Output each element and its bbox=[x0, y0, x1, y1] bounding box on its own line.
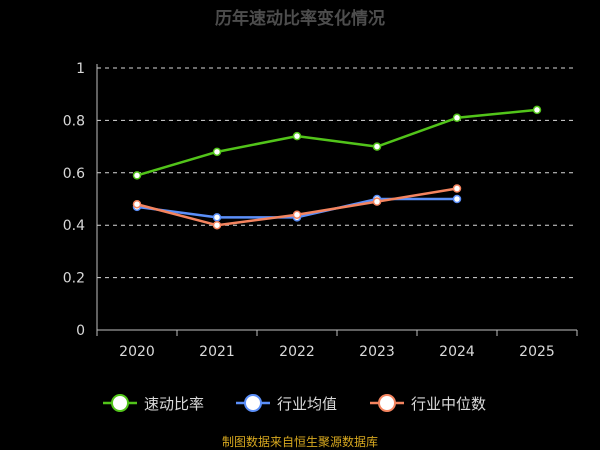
series-line bbox=[136, 108, 538, 177]
data-point[interactable] bbox=[372, 197, 382, 206]
series-3 bbox=[132, 184, 462, 230]
legend-label: 行业均值 bbox=[277, 395, 337, 413]
data-point[interactable] bbox=[532, 105, 542, 115]
data-point[interactable] bbox=[452, 194, 462, 204]
y-tick-label: 0.6 bbox=[63, 166, 85, 182]
y-tick-label: 1 bbox=[76, 61, 85, 77]
grid-lines bbox=[97, 67, 577, 279]
y-tick-label: 0.4 bbox=[63, 218, 85, 234]
x-tick-label: 2024 bbox=[439, 344, 475, 360]
source-note: 制图数据来自恒生聚源数据库 bbox=[222, 434, 378, 449]
y-tick-label: 0.8 bbox=[63, 113, 85, 129]
chart-title: 历年速动比率变化情况 bbox=[215, 8, 385, 29]
data-point[interactable] bbox=[452, 184, 462, 193]
data-point[interactable] bbox=[212, 213, 222, 222]
legend[interactable]: 速动比率 行业均值 行业中位数 bbox=[103, 394, 486, 413]
data-point[interactable] bbox=[292, 131, 302, 141]
y-tick-label: 0 bbox=[76, 323, 85, 339]
data-point[interactable] bbox=[452, 113, 462, 123]
legend-item[interactable]: 行业均值 bbox=[236, 394, 337, 413]
legend-marker bbox=[378, 394, 396, 412]
legend-marker bbox=[111, 394, 129, 412]
data-point[interactable] bbox=[212, 220, 222, 230]
x-tick-label: 2023 bbox=[359, 344, 395, 360]
data-point[interactable] bbox=[372, 142, 382, 151]
legend-label: 行业中位数 bbox=[411, 395, 486, 413]
data-point[interactable] bbox=[132, 199, 142, 209]
axes: 0 0.2 0.4 0.6 0.8 1 2020 2021 2022 2023 2024 2025 bbox=[63, 61, 578, 360]
x-tick-label: 2025 bbox=[519, 344, 555, 360]
legend-item[interactable]: 速动比率 bbox=[103, 394, 204, 413]
data-point[interactable] bbox=[132, 171, 142, 180]
legend-item[interactable]: 行业中位数 bbox=[370, 394, 486, 413]
legend-marker bbox=[244, 394, 262, 412]
series-lines bbox=[132, 105, 542, 230]
data-point[interactable] bbox=[292, 210, 302, 219]
series-1 bbox=[132, 105, 542, 180]
x-tick-label: 2020 bbox=[119, 344, 155, 360]
x-tick-label: 2021 bbox=[199, 344, 235, 360]
legend-label: 速动比率 bbox=[144, 395, 204, 413]
y-tick-label: 0.2 bbox=[63, 271, 85, 287]
x-tick-label: 2022 bbox=[279, 344, 315, 360]
data-point[interactable] bbox=[212, 147, 222, 157]
